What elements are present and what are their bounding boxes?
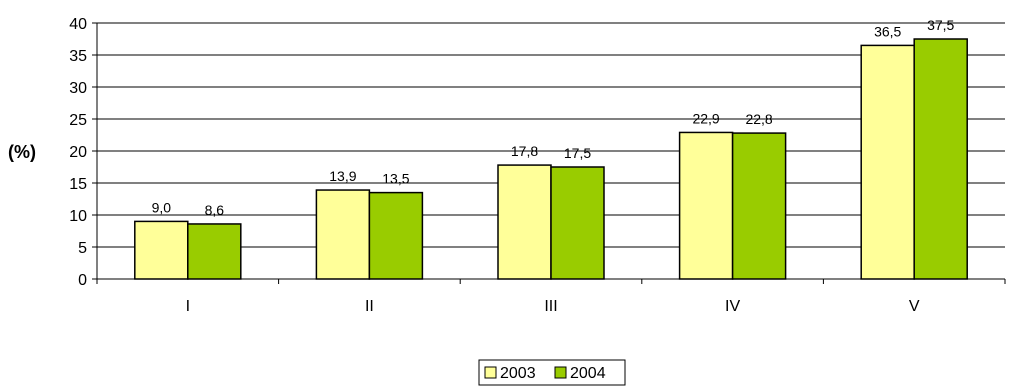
y-tick-label: 10	[69, 208, 87, 225]
y-tick-label: 0	[78, 272, 87, 289]
data-label: 17,8	[511, 143, 538, 159]
data-label: 37,5	[927, 17, 954, 33]
x-tick-label: III	[544, 298, 557, 315]
y-tick-label: 15	[69, 176, 87, 193]
bar-2003-IV	[678, 131, 734, 280]
bar-2004-IV	[731, 132, 787, 280]
bar-2003-V	[860, 44, 915, 280]
bar-2003-I	[134, 220, 189, 280]
x-tick-label: V	[909, 298, 920, 315]
legend-label: 2003	[500, 365, 536, 382]
bars	[134, 38, 968, 280]
bar-2003-II	[315, 189, 371, 280]
legend-swatch	[484, 366, 497, 379]
legend-label: 2004	[570, 365, 606, 382]
bar-2004-I	[187, 223, 242, 280]
x-tick-label: II	[365, 298, 374, 315]
data-label: 13,5	[382, 171, 409, 187]
data-label: 22,9	[692, 110, 719, 126]
y-axis-label: (%)	[8, 142, 36, 162]
bar-2004-III	[550, 166, 605, 280]
y-tick-label: 25	[69, 112, 87, 129]
data-label: 36,5	[874, 23, 901, 39]
data-label: 8,6	[205, 202, 225, 218]
bar-2004-V	[913, 38, 968, 280]
data-labels: 9,0 8,6 13,9 13,5 17,8 17,5 22,9 22,8 36,5 37,5	[152, 17, 955, 218]
x-tick-label: IV	[725, 298, 740, 315]
gridlines	[97, 22, 1005, 280]
data-label: 13,9	[329, 168, 356, 184]
legend-swatch	[554, 366, 567, 379]
bar-2004-II	[368, 191, 424, 280]
legend: 2003 2004	[478, 359, 626, 386]
y-axis-ticks: 0 5 10 15 20 25 30 35 40	[69, 16, 97, 289]
y-tick-label: 20	[69, 144, 87, 161]
y-tick-label: 5	[78, 240, 87, 257]
data-label: 17,5	[564, 145, 591, 161]
y-tick-label: 40	[69, 16, 87, 33]
y-tick-label: 35	[69, 48, 87, 65]
legend-box	[478, 359, 626, 386]
x-tick-label: I	[186, 298, 190, 315]
y-tick-label: 30	[69, 80, 87, 97]
bar-2003-III	[497, 164, 552, 280]
data-label: 22,8	[745, 111, 772, 127]
x-axis: I II III IV V	[96, 23, 1006, 315]
data-label: 9,0	[152, 199, 172, 215]
